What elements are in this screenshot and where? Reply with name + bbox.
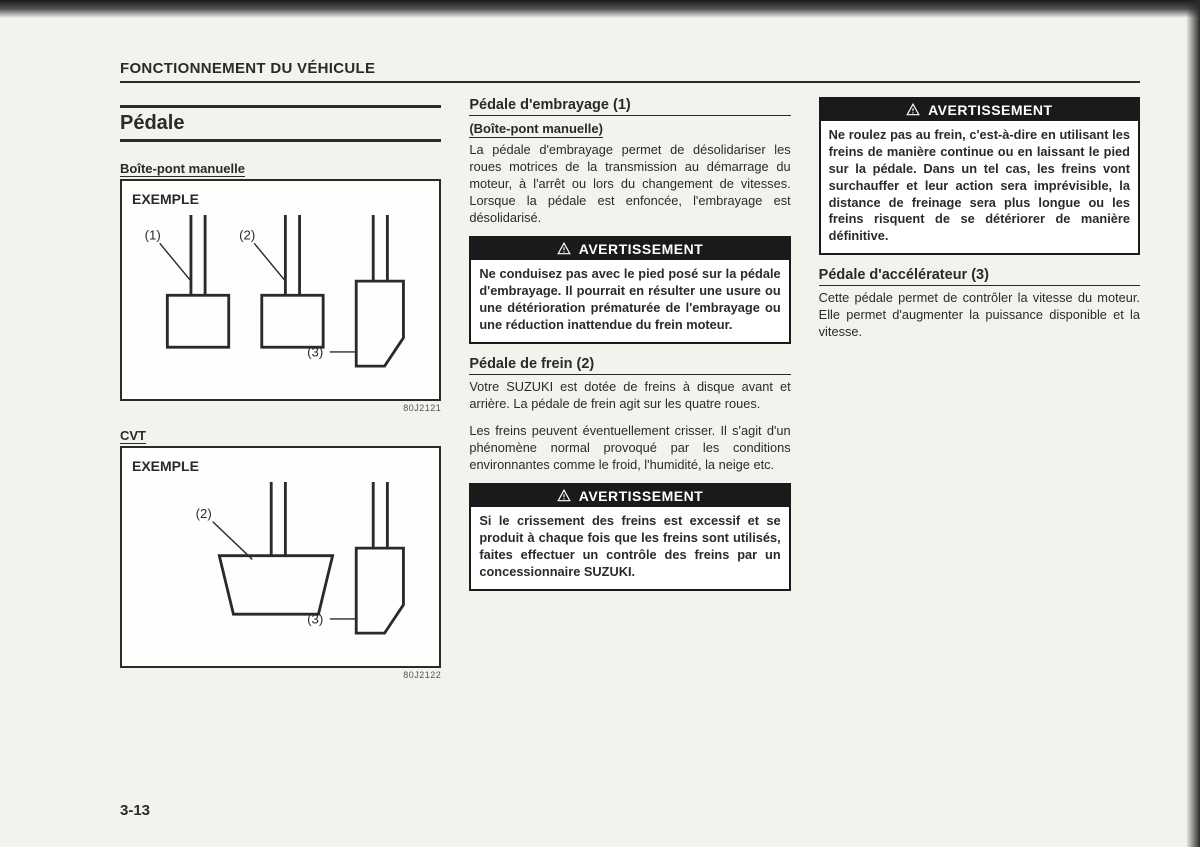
heading-brake: Pédale de frein (2) — [469, 356, 790, 375]
column-3: AVERTISSEMENT Ne roulez pas au frein, c'… — [819, 97, 1140, 694]
warning-icon — [906, 103, 920, 117]
svg-text:(1): (1) — [145, 228, 161, 243]
page-number: 3-13 — [120, 802, 150, 819]
pedals-manual-svg: (1) (2) (3) — [132, 215, 429, 385]
warning-body: Ne roulez pas au frein, c'est-à-dire en … — [821, 121, 1138, 253]
example-label: EXEMPLE — [132, 458, 429, 474]
svg-text:(3): (3) — [307, 612, 323, 627]
para-brake-1: Votre SUZUKI est dotée de freins à disqu… — [469, 379, 790, 413]
heading-clutch: Pédale d'embrayage (1) — [469, 97, 790, 116]
warning-body: Ne conduisez pas avec le pied posé sur l… — [471, 260, 788, 342]
diagram1-code: 80J2121 — [120, 403, 441, 413]
svg-text:(3): (3) — [307, 345, 323, 360]
column-2: Pédale d'embrayage (1) (Boîte-pont manue… — [469, 97, 790, 694]
para-clutch: La pédale d'embrayage permet de désolida… — [469, 142, 790, 226]
heading-accelerator: Pédale d'accélérateur (3) — [819, 267, 1140, 286]
para-accelerator: Cette pédale permet de contrôler la vite… — [819, 290, 1140, 341]
diagram-manual: EXEMPLE — [120, 179, 441, 401]
warning-title: AVERTISSEMENT — [579, 241, 703, 257]
section-title: Pédale — [120, 105, 441, 142]
diagram-cvt: EXEMPLE (2) (3) — [120, 446, 441, 668]
subhead-manual: (Boîte-pont manuelle) — [469, 121, 603, 138]
diagram2-code: 80J2122 — [120, 670, 441, 680]
svg-text:(2): (2) — [196, 506, 212, 521]
chapter-heading: FONCTIONNEMENT DU VÉHICULE — [120, 60, 1140, 83]
warning-body: Si le crissement des freins est excessif… — [471, 507, 788, 589]
example-label: EXEMPLE — [132, 191, 429, 207]
column-1: Pédale Boîte-pont manuelle EXEMPLE — [120, 97, 441, 694]
warning-clutch: AVERTISSEMENT Ne conduisez pas avec le p… — [469, 236, 790, 344]
warning-brake-riding: AVERTISSEMENT Ne roulez pas au frein, c'… — [819, 97, 1140, 255]
svg-text:(2): (2) — [239, 228, 255, 243]
para-brake-2: Les freins peuvent éventuellement crisse… — [469, 423, 790, 474]
warning-icon — [557, 242, 571, 256]
pedals-cvt-svg: (2) (3) — [132, 482, 429, 652]
warning-icon — [557, 489, 571, 503]
warning-brake-squeal: AVERTISSEMENT Si le crissement des frein… — [469, 483, 790, 591]
diagram1-label: Boîte-pont manuelle — [120, 161, 245, 177]
diagram2-label: CVT — [120, 428, 146, 444]
warning-title: AVERTISSEMENT — [579, 488, 703, 504]
warning-title: AVERTISSEMENT — [928, 102, 1052, 118]
